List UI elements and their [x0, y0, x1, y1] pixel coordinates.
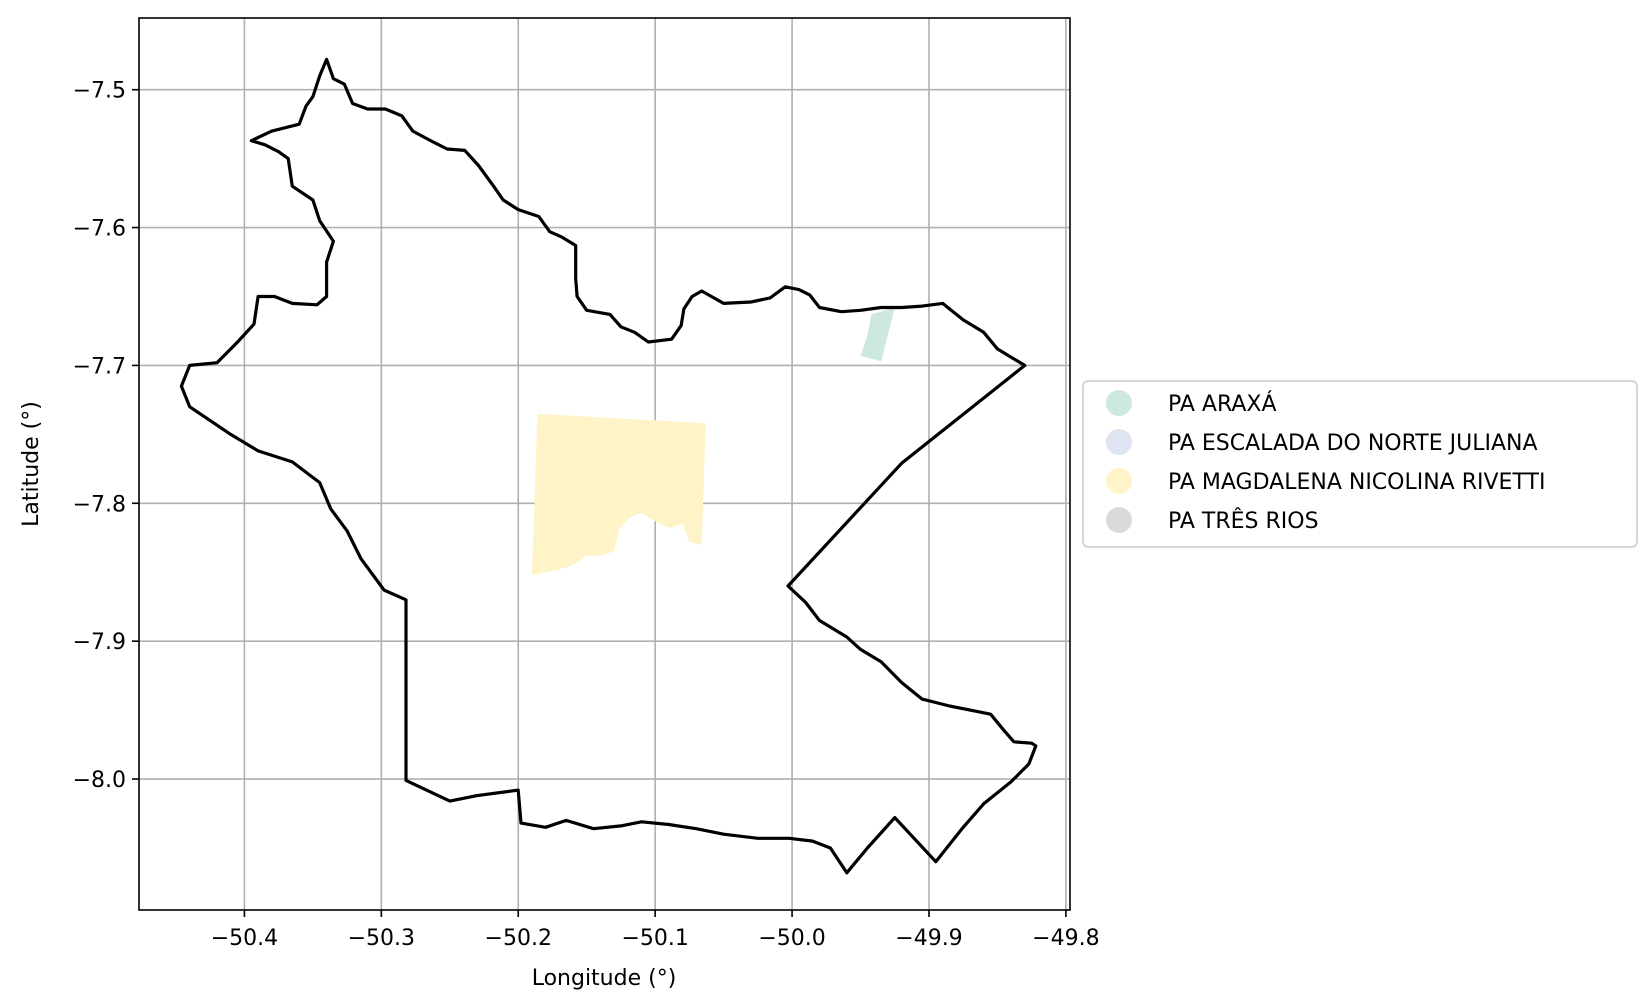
y-tick-label: −7.8 — [73, 492, 126, 517]
legend-marker — [1106, 390, 1132, 416]
x-tick-label: −50.2 — [485, 926, 552, 951]
legend-items: PA ARAXÁ PA ESCALADA DO NORTE JULIANA PA M… — [1106, 390, 1545, 534]
area-polygon-2 — [531, 413, 706, 575]
legend-label: PA MAGDALENA NICOLINA RIVETTI — [1168, 470, 1545, 495]
y-axis-label: Latitude (°) — [19, 401, 44, 527]
municipality-boundary — [179, 57, 1038, 875]
y-tick-label: −7.5 — [73, 79, 126, 104]
y-tick-label: −8.0 — [73, 768, 126, 793]
x-tick-label: −49.9 — [895, 926, 962, 951]
x-axis-ticks: −50.4 −50.3 −50.2 −50.1 −50.0 −49.9 −49.8 — [211, 910, 1100, 951]
legend-label: PA ESCALADA DO NORTE JULIANA — [1168, 431, 1538, 456]
x-tick-label: −50.3 — [348, 926, 415, 951]
plot-frame — [138, 17, 1071, 911]
legend-label: PA ARAXÁ — [1168, 391, 1277, 417]
legend: PA ARAXÁ PA ESCALADA DO NORTE JULIANA PA M… — [1082, 380, 1638, 548]
y-axis-ticks: −7.5 −7.6 −7.7 −7.8 −7.9 −8.0 — [73, 79, 139, 793]
legend-marker — [1106, 429, 1132, 455]
y-tick-label: −7.9 — [73, 630, 126, 655]
y-tick-label: −7.7 — [73, 354, 126, 379]
area-polygon-0 — [860, 307, 895, 362]
x-tick-label: −50.1 — [621, 926, 688, 951]
legend-frame — [1082, 380, 1638, 548]
legend-marker — [1106, 468, 1132, 494]
x-tick-label: −49.8 — [1032, 926, 1099, 951]
x-tick-label: −50.4 — [211, 926, 278, 951]
y-tick-label: −7.6 — [73, 217, 126, 242]
x-axis-label: Longitude (°) — [532, 966, 677, 991]
legend-marker — [1106, 507, 1132, 533]
boundary-outline — [179, 57, 1038, 875]
legend-label: PA TRÊS RIOS — [1168, 508, 1319, 534]
settlement-areas — [531, 307, 895, 575]
x-tick-label: −50.0 — [758, 926, 825, 951]
